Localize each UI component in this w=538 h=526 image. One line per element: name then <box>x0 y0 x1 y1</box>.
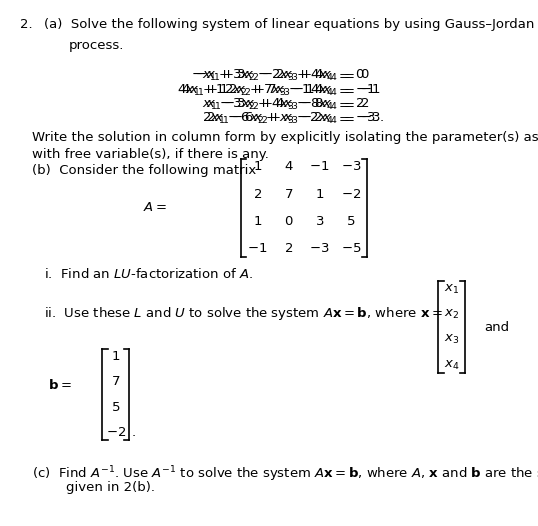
Text: $-x_1 + 3x_2 - 2x_3 + 4x_4$: $-x_1 + 3x_2 - 2x_3 + 4x_4$ <box>195 68 338 84</box>
Text: 2.: 2. <box>20 18 33 32</box>
Text: $=$: $=$ <box>336 83 350 96</box>
Text: $=$: $=$ <box>341 83 355 96</box>
Text: $2x_1 - 6x_2 + x_3 - 2x_4$: $2x_1 - 6x_2 + x_3 - 2x_4$ <box>202 111 334 126</box>
Text: given in 2(b).: given in 2(b). <box>66 481 154 494</box>
Text: $3$: $3$ <box>315 215 324 228</box>
Text: $0$: $0$ <box>360 68 370 82</box>
Text: $2$: $2$ <box>284 242 293 255</box>
Text: $x_1 - 3x_2 + 4x_3 - 8x_4$: $x_1 - 3x_2 + 4x_3 - 8x_4$ <box>206 97 338 112</box>
Text: $x_1$: $x_1$ <box>444 283 459 296</box>
Text: $\mathbf{b} =$: $\mathbf{b} =$ <box>48 378 72 392</box>
Text: $-5$: $-5$ <box>341 242 361 255</box>
Text: $1$: $1$ <box>111 350 121 363</box>
Text: $=$: $=$ <box>336 97 350 110</box>
Text: $-3.$: $-3.$ <box>355 111 379 124</box>
Text: $5$: $5$ <box>111 401 121 413</box>
Text: with free variable(s), if there is any.: with free variable(s), if there is any. <box>32 148 269 161</box>
Text: $-3.$: $-3.$ <box>360 111 385 124</box>
Text: $-1$: $-1$ <box>247 242 267 255</box>
Text: $-x_1 + 3x_2 - 2x_3 + 4x_4$: $-x_1 + 3x_2 - 2x_3 + 4x_4$ <box>191 68 334 84</box>
Text: $4x_1 + 12x_2 + 7x_3 - 14x_4$: $4x_1 + 12x_2 + 7x_3 - 14x_4$ <box>176 83 334 98</box>
Text: $=$: $=$ <box>341 97 355 110</box>
Text: $4x_1 + 12x_2 + 7x_3 - 14x_4$: $4x_1 + 12x_2 + 7x_3 - 14x_4$ <box>181 83 338 98</box>
Text: $7$: $7$ <box>284 188 293 200</box>
Text: $-3$: $-3$ <box>341 160 361 173</box>
Text: i.  Find an $LU$-factorization of $A$.: i. Find an $LU$-factorization of $A$. <box>44 267 253 281</box>
Text: $x_1 - 3x_2 + 4x_3 - 8x_4$: $x_1 - 3x_2 + 4x_3 - 8x_4$ <box>202 97 334 112</box>
Text: process.: process. <box>68 39 124 53</box>
Text: $1$: $1$ <box>252 160 262 173</box>
Text: $1$: $1$ <box>315 188 324 200</box>
Text: $-1$: $-1$ <box>309 160 330 173</box>
Text: (b)  Consider the following matrix: (b) Consider the following matrix <box>32 164 257 177</box>
Text: (a)  Solve the following system of linear equations by using Gauss–Jordan elimin: (a) Solve the following system of linear… <box>44 18 538 32</box>
Text: $2$: $2$ <box>360 97 370 110</box>
Text: $x_2$: $x_2$ <box>444 308 459 321</box>
Text: $2$: $2$ <box>253 188 261 200</box>
Text: $-1$: $-1$ <box>355 83 376 96</box>
Text: $0$: $0$ <box>284 215 293 228</box>
Text: $7$: $7$ <box>111 376 121 388</box>
Text: $0$: $0$ <box>355 68 365 82</box>
Text: $A =$: $A =$ <box>143 201 167 214</box>
Text: $2$: $2$ <box>355 97 364 110</box>
Text: $4$: $4$ <box>284 160 293 173</box>
Text: $2x_1 - 6x_2 + x_3 - 2x_4$: $2x_1 - 6x_2 + x_3 - 2x_4$ <box>206 111 338 126</box>
Text: .: . <box>132 426 136 439</box>
Text: $5$: $5$ <box>346 215 356 228</box>
Text: $x_3$: $x_3$ <box>444 333 459 346</box>
Text: and: and <box>484 321 509 333</box>
Text: $=$: $=$ <box>341 68 355 82</box>
Text: (c)  Find $A^{-1}$. Use $A^{-1}$ to solve the system $A\mathbf{x} = \mathbf{b}$,: (c) Find $A^{-1}$. Use $A^{-1}$ to solve… <box>32 464 538 483</box>
Text: Write the solution in column form by explicitly isolating the parameter(s) assoc: Write the solution in column form by exp… <box>32 132 538 145</box>
Text: $x_4$: $x_4$ <box>444 359 459 371</box>
Text: $-2$: $-2$ <box>105 426 126 439</box>
Text: $1$: $1$ <box>252 215 262 228</box>
Text: $-3$: $-3$ <box>309 242 330 255</box>
Text: $=$: $=$ <box>341 111 355 124</box>
Text: $-1$: $-1$ <box>360 83 381 96</box>
Text: ii.  Use these $L$ and $U$ to solve the system $A\mathbf{x} = \mathbf{b}$, where: ii. Use these $L$ and $U$ to solve the s… <box>44 305 443 322</box>
Text: $-2$: $-2$ <box>341 188 361 200</box>
Text: $=$: $=$ <box>336 68 350 82</box>
Text: $=$: $=$ <box>336 111 350 124</box>
